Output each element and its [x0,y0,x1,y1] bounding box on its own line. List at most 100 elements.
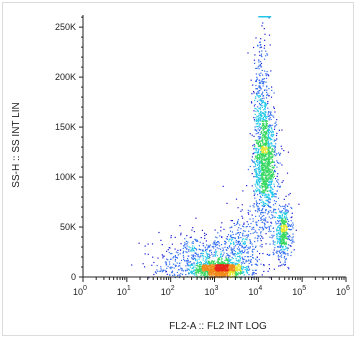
event-dot [277,181,279,183]
event-dot [262,212,264,214]
event-dot [262,221,264,223]
event-dot [191,247,193,249]
event-dot [257,168,259,170]
event-dot [220,264,222,266]
event-dot [271,131,273,133]
event-dot [253,46,255,49]
event-dot [265,104,267,106]
event-dot [207,265,209,267]
event-dot [280,239,282,241]
event-dot [231,251,233,253]
event-dot [264,195,266,197]
event-dot [263,172,265,174]
event-dot [262,159,264,161]
event-dot [236,248,239,250]
event-dot [283,150,285,152]
event-dot [257,95,259,97]
event-dot [186,269,188,272]
event-dot [212,266,214,268]
event-dot [173,273,175,275]
event-dot [285,212,287,214]
event-dot [163,255,165,257]
event-dot [225,268,227,270]
event-dot [251,93,253,95]
event-dot [221,257,223,259]
event-dot [262,123,264,125]
event-dot [186,243,188,245]
event-dot [280,241,282,243]
event-dot [219,273,221,275]
event-dot [165,263,167,265]
event-dot [265,179,267,181]
event-dot [195,249,198,251]
event-dot [195,271,197,273]
event-dot [258,96,260,99]
event-dot [271,127,273,129]
event-dot [265,138,267,140]
event-dot [283,198,285,200]
event-dot [256,237,258,239]
event-dot [267,135,269,137]
event-dot [274,145,276,147]
event-dot [270,132,272,134]
event-dot [281,256,283,258]
event-dot [249,242,251,244]
event-dot [215,271,217,274]
event-dot [255,191,257,193]
event-dot [271,166,273,169]
event-dot [257,177,259,179]
event-dot [218,263,220,265]
event-dot [237,253,239,255]
event-dot [144,245,146,247]
event-dot [259,85,261,87]
event-dot [255,263,257,265]
event-dot [281,181,283,183]
event-dot [247,269,249,271]
event-dot [261,156,264,158]
event-dot [267,147,270,149]
event-dot [217,272,219,274]
event-dot [194,248,196,250]
event-dot [245,245,248,247]
event-dot [214,273,217,275]
event-dot [259,136,261,138]
event-dot [273,92,275,94]
event-dot [259,44,261,46]
event-dot [179,225,181,227]
event-dot [279,243,281,245]
event-dot [225,275,227,277]
event-dot [266,71,268,73]
event-dot [281,237,283,240]
event-dot [261,246,263,248]
event-dot [264,114,266,117]
event-dot [259,144,262,146]
event-dot [273,155,275,157]
event-dot [268,129,270,132]
event-dot [260,160,262,162]
event-dot [256,205,258,207]
event-dot [194,269,196,271]
event-dot [272,161,274,163]
event-dot [209,249,211,252]
event-dot [268,168,270,170]
event-dot [215,249,217,251]
event-dot [266,53,268,55]
event-dot [157,257,159,259]
event-dot [282,241,284,243]
event-dot [240,250,242,252]
event-dot [266,166,268,168]
event-dot [214,268,216,270]
event-dot [196,269,199,272]
event-dot [261,120,263,122]
event-dot [258,107,260,110]
event-dot [259,113,261,116]
event-dot [234,250,237,253]
event-dot [233,250,235,252]
event-dot [266,130,268,132]
event-dot [233,273,235,275]
event-dot [243,266,245,268]
event-dot [264,131,266,133]
event-dot [284,206,286,208]
event-dot [192,273,194,275]
event-dot [262,138,264,141]
